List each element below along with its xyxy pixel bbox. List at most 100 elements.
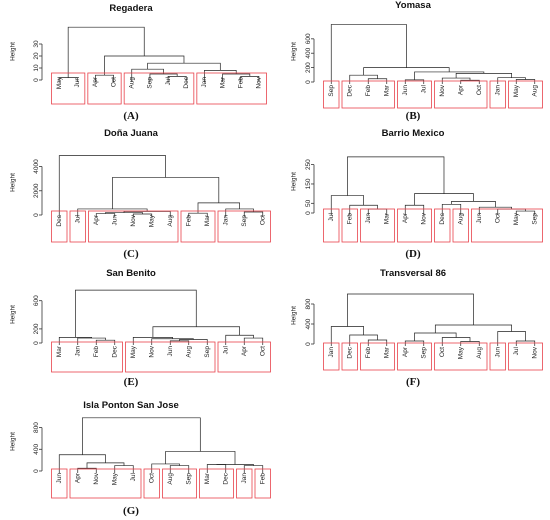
dendrogram-link	[216, 464, 254, 466]
dendrogram-link	[132, 337, 173, 345]
y-tick-label: 0	[33, 78, 40, 82]
leaf-label: Dec	[111, 345, 118, 357]
panel-title: Isla Ponton San Jose	[83, 400, 179, 411]
leaf-label: May	[56, 76, 63, 89]
cluster-box	[51, 341, 123, 373]
dendrogram-link	[404, 340, 425, 346]
y-tick-label: 600	[33, 295, 40, 306]
cluster-box	[434, 80, 488, 109]
leaf-label: Mar	[219, 76, 226, 88]
leaf-label: Mar	[204, 472, 211, 484]
cluster-box	[360, 208, 395, 243]
panel-caption: (G)	[123, 505, 139, 517]
dendrogram-link	[151, 463, 180, 473]
leaf-label: Feb	[93, 346, 100, 358]
panel-title: Yomasa	[395, 0, 431, 11]
dendrogram-link	[347, 156, 445, 196]
leaf-label: Aug	[185, 346, 192, 358]
cluster-box	[217, 341, 271, 373]
leaf-label: Sep	[420, 347, 427, 359]
dendrogram-link	[497, 331, 526, 346]
y-axis-label: Height	[9, 172, 17, 192]
dendrogram-link	[152, 326, 240, 338]
dendrogram-link	[165, 451, 236, 465]
dendrogram-panel-6: 0 400 800 Jan Dec Feb Mar Apr Sep Oct May Aug Jun Jul…	[305, 293, 543, 371]
dendrogram-panel-4: 0 50 150 250 Jul Feb Jan Mar Apr Nov Dec Aug Jun Oct M…	[305, 156, 543, 243]
y-tick-label: 400	[305, 318, 312, 329]
leaf-label: Feb	[346, 213, 353, 225]
cluster-box	[87, 72, 122, 105]
cluster-box	[434, 208, 451, 243]
cluster-box	[123, 72, 195, 105]
dendrogram-link	[104, 55, 185, 76]
y-tick-label: 200	[305, 62, 312, 73]
cluster-box	[341, 342, 358, 371]
leaf-label: Feb	[365, 85, 372, 97]
leaf-label: Mar	[56, 345, 63, 357]
leaf-label: Mar	[383, 212, 390, 224]
cluster-box	[254, 468, 271, 499]
leaf-label: Nov	[420, 212, 427, 224]
dendrogram-link	[58, 155, 166, 217]
leaf-label: Jun	[494, 347, 501, 358]
y-axis-label: Height	[290, 305, 298, 325]
cluster-box	[489, 80, 506, 109]
leaf-label: Sep	[147, 77, 154, 89]
cluster-box	[323, 208, 340, 243]
leaf-label: Jul	[165, 76, 172, 85]
cluster-box	[508, 342, 543, 371]
y-tick-label: 400	[33, 443, 40, 454]
leaf-label: Nov	[439, 84, 446, 96]
y-tick-label: 20	[33, 52, 40, 60]
leaf-label: Aug	[531, 85, 538, 97]
y-tick-label: 2000	[33, 183, 40, 198]
dendrogram-link	[75, 289, 197, 338]
leaf-label: Apr	[241, 345, 248, 356]
leaf-label: Aug	[128, 77, 135, 89]
y-tick-label: 0	[305, 211, 312, 215]
dendrogram-link	[82, 417, 201, 455]
dendrogram-link	[497, 208, 526, 215]
y-tick-label: 4000	[33, 159, 40, 174]
y-tick-label: 150	[305, 178, 312, 189]
leaf-label: Sep	[204, 346, 211, 358]
cluster-box	[397, 208, 432, 243]
cluster-box	[180, 210, 216, 243]
leaf-label: Dec	[346, 84, 353, 96]
dendrogram-panel-5: 0 200 600 Mar Jan Feb Dec May Nov Jun Aug Sep Jul Apr…	[33, 289, 271, 373]
cluster-box	[69, 468, 142, 499]
y-axis-label: Height	[9, 42, 17, 61]
dendrogram-link	[414, 193, 474, 206]
dendrogram-link	[105, 212, 143, 215]
leaf-label: Jan	[241, 473, 248, 484]
leaf-label: Apr	[402, 212, 409, 223]
leaf-label: May	[513, 212, 520, 225]
panel-caption: (F)	[405, 376, 421, 388]
leaf-label: Dec	[346, 346, 353, 358]
y-axis-label: Height	[290, 172, 298, 191]
leaf-label: Jan	[494, 85, 501, 96]
leaf-label: Jul	[222, 345, 229, 354]
leaf-label: Feb	[365, 347, 372, 359]
leaf-label: Aug	[167, 215, 174, 227]
leaf-label: May	[513, 84, 520, 97]
leaf-label: May	[130, 345, 137, 358]
y-tick-label: 800	[33, 422, 40, 433]
cluster-box	[88, 210, 179, 243]
leaf-label: Sep	[241, 215, 248, 227]
dendrogram-link	[169, 340, 190, 345]
leaf-label: Sep	[185, 473, 192, 485]
dendrogram-link	[112, 177, 220, 209]
dendrogram-link	[349, 334, 378, 346]
leaf-label: Jul	[74, 214, 81, 223]
leaf-label: Mar	[383, 346, 390, 358]
cluster-box	[508, 80, 543, 109]
dendrogram-link	[330, 195, 364, 215]
leaf-label: Dec	[222, 472, 229, 484]
leaf-label: Sep	[328, 85, 335, 97]
panel-caption: (E)	[123, 376, 139, 388]
y-tick-label: 0	[305, 80, 312, 84]
dendrogram-link	[95, 339, 116, 345]
leaf-label: Oct	[259, 215, 266, 225]
leaf-label: Feb	[237, 77, 244, 89]
